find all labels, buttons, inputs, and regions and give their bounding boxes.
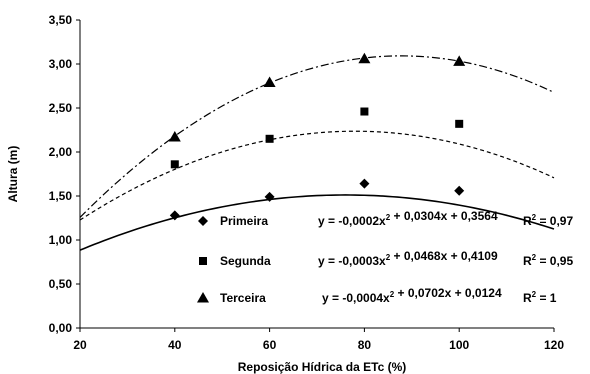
data-point-terceira	[358, 52, 371, 64]
legend-marker-primeira	[198, 216, 208, 226]
fit-curve-terceira	[79, 55, 555, 218]
legend-equation-segunda: y = -0,0003x2 + 0,0468x + 0,4109	[318, 249, 498, 268]
x-tick-label: 100	[449, 338, 469, 352]
y-tick-label: 3,00	[49, 57, 73, 71]
data-point-segunda	[455, 119, 464, 128]
data-points	[168, 52, 466, 221]
fit-curve-segunda	[79, 130, 555, 221]
axes: 0,00 0,50 1,00 1,50 2,00 2,50 3,00 3,50 20 40 60 80…	[49, 13, 565, 352]
x-tick-label: 40	[168, 338, 182, 352]
data-point-terceira	[168, 131, 181, 142]
x-axis-title: Reposição Hídrica da ETc (%)	[238, 360, 407, 374]
y-tick-label: 0,00	[49, 321, 73, 335]
legend-marker-terceira	[197, 292, 209, 303]
legend-equation-terceira: y = -0,0004x2 + 0,0702x + 0,0124	[322, 286, 502, 305]
fit-curve-primeira	[79, 194, 555, 251]
legend-label-segunda: Segunda	[220, 254, 271, 268]
data-point-segunda	[360, 107, 369, 116]
data-point-primeira	[169, 210, 180, 221]
data-point-segunda	[265, 134, 274, 143]
data-point-primeira	[264, 191, 275, 202]
y-tick-label: 1,50	[49, 189, 73, 203]
y-axis-title: Altura (m)	[6, 146, 20, 203]
legend-r2-segunda: R2 = 0,95	[523, 253, 573, 268]
data-point-segunda	[170, 160, 179, 169]
x-tick-label: 80	[358, 338, 372, 352]
y-tick-label: 2,50	[49, 101, 73, 115]
legend: Primeira y = -0,0002x2 + 0,0304x + 0,3564…	[197, 209, 573, 305]
legend-r2-terceira: R2 = 1	[523, 290, 557, 305]
x-tick-label: 120	[544, 338, 564, 352]
legend-r2-primeira: R2 = 0,97	[523, 213, 573, 228]
y-tick-label: 1,00	[49, 233, 73, 247]
data-point-primeira	[359, 178, 370, 189]
y-tick-label: 2,00	[49, 145, 73, 159]
x-tick-label: 20	[73, 338, 87, 352]
data-point-terceira	[453, 55, 466, 66]
legend-marker-segunda	[199, 257, 207, 265]
data-point-primeira	[454, 185, 465, 196]
legend-label-terceira: Terceira	[220, 291, 266, 305]
legend-label-primeira: Primeira	[220, 214, 268, 228]
y-tick-label: 0,50	[49, 277, 73, 291]
y-tick-label: 3,50	[49, 13, 73, 27]
data-point-terceira	[263, 76, 276, 87]
x-tick-label: 60	[263, 338, 277, 352]
legend-equation-primeira: y = -0,0002x2 + 0,0304x + 0,3564	[318, 209, 498, 228]
fit-curves	[79, 55, 555, 251]
